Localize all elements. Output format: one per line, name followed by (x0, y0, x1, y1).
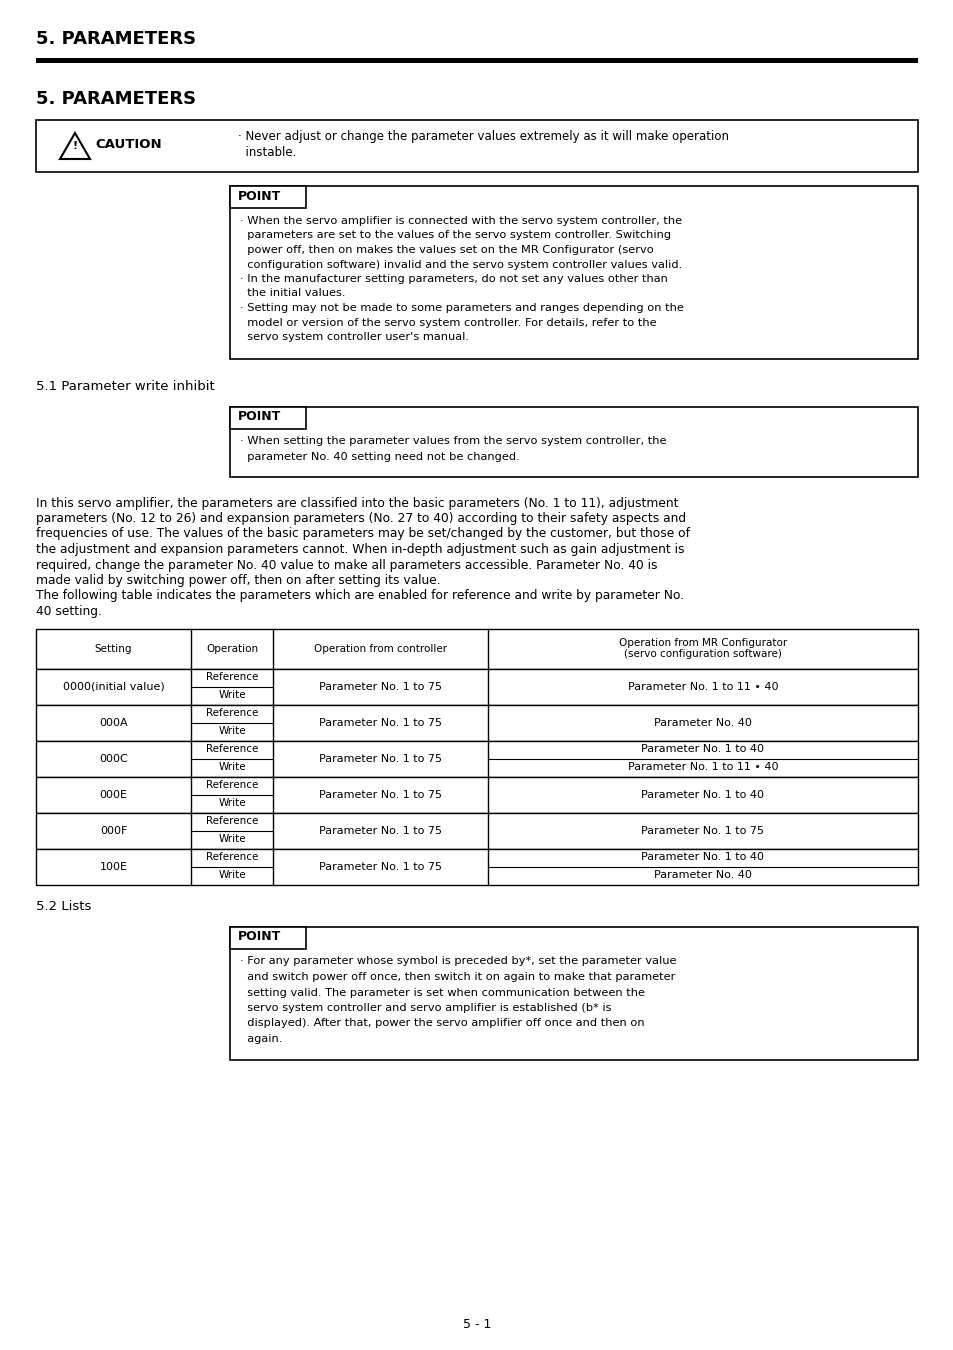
Text: made valid by switching power off, then on after setting its value.: made valid by switching power off, then … (36, 574, 440, 587)
Text: 40 setting.: 40 setting. (36, 605, 102, 618)
Bar (36, 849, 917, 884)
Text: · When the servo amplifier is connected with the servo system controller, the: · When the servo amplifier is connected … (240, 216, 681, 225)
Text: In this servo amplifier, the parameters are classified into the basic parameters: In this servo amplifier, the parameters … (36, 497, 678, 509)
Text: 000E: 000E (99, 790, 128, 799)
Text: Reference: Reference (206, 852, 258, 863)
Text: Parameter No. 1 to 40: Parameter No. 1 to 40 (640, 744, 763, 755)
Bar (36, 58, 917, 63)
Text: Parameter No. 1 to 75: Parameter No. 1 to 75 (318, 825, 441, 836)
Bar (230, 406, 917, 477)
Text: instable.: instable. (237, 146, 296, 159)
Text: setting valid. The parameter is set when communication between the: setting valid. The parameter is set when… (240, 987, 644, 998)
Text: Parameter No. 1 to 75: Parameter No. 1 to 75 (318, 753, 441, 764)
Bar (36, 776, 917, 813)
Bar (230, 406, 306, 428)
Text: 5 - 1: 5 - 1 (462, 1318, 491, 1331)
Text: Parameter No. 1 to 11 • 40: Parameter No. 1 to 11 • 40 (627, 763, 778, 772)
Text: Write: Write (218, 834, 246, 845)
Text: the adjustment and expansion parameters cannot. When in-depth adjustment such as: the adjustment and expansion parameters … (36, 543, 684, 556)
Text: POINT: POINT (237, 190, 281, 202)
Text: POINT: POINT (237, 410, 281, 424)
Text: 100E: 100E (99, 861, 128, 872)
Text: configuration software) invalid and the servo system controller values valid.: configuration software) invalid and the … (240, 259, 681, 270)
Text: 000A: 000A (99, 717, 128, 728)
Bar (36, 813, 917, 849)
Text: 000F: 000F (100, 825, 127, 836)
Text: the initial values.: the initial values. (240, 289, 345, 298)
Text: 5. PARAMETERS: 5. PARAMETERS (36, 90, 196, 108)
Text: Write: Write (218, 763, 246, 772)
Text: Reference: Reference (206, 672, 258, 683)
Bar (36, 741, 917, 776)
Text: parameters are set to the values of the servo system controller. Switching: parameters are set to the values of the … (240, 231, 670, 240)
Text: Operation from MR Configurator
(servo configuration software): Operation from MR Configurator (servo co… (618, 637, 786, 659)
Text: power off, then on makes the values set on the MR Configurator (servo: power off, then on makes the values set … (240, 244, 653, 255)
Text: and switch power off once, then switch it on again to make that parameter: and switch power off once, then switch i… (240, 972, 675, 981)
Text: Parameter No. 1 to 75: Parameter No. 1 to 75 (318, 717, 441, 728)
Text: Operation: Operation (206, 644, 258, 653)
Text: · In the manufacturer setting parameters, do not set any values other than: · In the manufacturer setting parameters… (240, 274, 667, 284)
Text: Reference: Reference (206, 780, 258, 791)
Text: parameters (No. 12 to 26) and expansion parameters (No. 27 to 40) according to t: parameters (No. 12 to 26) and expansion … (36, 512, 685, 525)
Text: Reference: Reference (206, 744, 258, 755)
Bar (36, 668, 917, 705)
Text: Write: Write (218, 726, 246, 737)
Text: Write: Write (218, 798, 246, 809)
Text: 5. PARAMETERS: 5. PARAMETERS (36, 30, 196, 49)
Text: again.: again. (240, 1034, 282, 1044)
Text: CAUTION: CAUTION (95, 139, 161, 151)
Text: · Setting may not be made to some parameters and ranges depending on the: · Setting may not be made to some parame… (240, 302, 683, 313)
Text: servo system controller user's manual.: servo system controller user's manual. (240, 332, 469, 342)
Text: 0000(initial value): 0000(initial value) (63, 682, 164, 691)
Text: 5.2 Lists: 5.2 Lists (36, 900, 91, 914)
Text: displayed). After that, power the servo amplifier off once and then on: displayed). After that, power the servo … (240, 1018, 644, 1029)
Text: · Never adjust or change the parameter values extremely as it will make operatio: · Never adjust or change the parameter v… (237, 130, 728, 143)
Text: Write: Write (218, 690, 246, 701)
Bar (230, 186, 917, 359)
Text: Parameter No. 40: Parameter No. 40 (654, 717, 751, 728)
Text: The following table indicates the parameters which are enabled for reference and: The following table indicates the parame… (36, 590, 683, 602)
Text: · For any parameter whose symbol is preceded by*, set the parameter value: · For any parameter whose symbol is prec… (240, 957, 676, 967)
Bar (230, 926, 917, 1060)
Text: servo system controller and servo amplifier is established (b* is: servo system controller and servo amplif… (240, 1003, 611, 1012)
Text: Parameter No. 1 to 40: Parameter No. 1 to 40 (640, 790, 763, 799)
Text: Parameter No. 40: Parameter No. 40 (654, 871, 751, 880)
Bar (36, 629, 917, 668)
Text: Parameter No. 1 to 40: Parameter No. 1 to 40 (640, 852, 763, 863)
Text: · When setting the parameter values from the servo system controller, the: · When setting the parameter values from… (240, 436, 666, 447)
Bar (230, 186, 306, 208)
Bar (36, 120, 917, 171)
Text: Write: Write (218, 871, 246, 880)
Text: Parameter No. 1 to 75: Parameter No. 1 to 75 (318, 682, 441, 691)
Text: required, change the parameter No. 40 value to make all parameters accessible. P: required, change the parameter No. 40 va… (36, 559, 657, 571)
Bar (230, 926, 306, 949)
Text: Parameter No. 1 to 11 • 40: Parameter No. 1 to 11 • 40 (627, 682, 778, 691)
Text: 5.1 Parameter write inhibit: 5.1 Parameter write inhibit (36, 381, 214, 393)
Text: POINT: POINT (237, 930, 281, 944)
Text: frequencies of use. The values of the basic parameters may be set/changed by the: frequencies of use. The values of the ba… (36, 528, 689, 540)
Text: Parameter No. 1 to 75: Parameter No. 1 to 75 (640, 825, 763, 836)
Text: Operation from controller: Operation from controller (314, 644, 447, 653)
Text: Parameter No. 1 to 75: Parameter No. 1 to 75 (318, 861, 441, 872)
Bar (36, 705, 917, 741)
Text: Parameter No. 1 to 75: Parameter No. 1 to 75 (318, 790, 441, 799)
Text: Reference: Reference (206, 817, 258, 826)
Text: 000C: 000C (99, 753, 128, 764)
Text: Reference: Reference (206, 709, 258, 718)
Text: Setting: Setting (94, 644, 132, 653)
Text: model or version of the servo system controller. For details, refer to the: model or version of the servo system con… (240, 317, 656, 328)
Text: parameter No. 40 setting need not be changed.: parameter No. 40 setting need not be cha… (240, 451, 519, 462)
Text: !: ! (72, 140, 77, 151)
